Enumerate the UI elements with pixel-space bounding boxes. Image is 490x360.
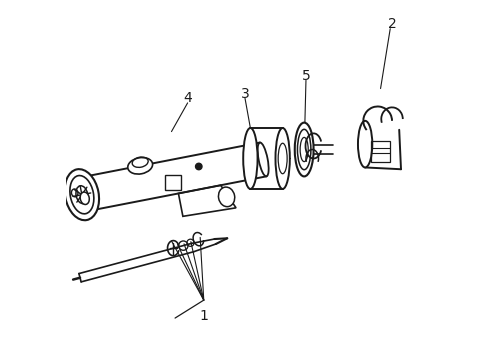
Text: 5: 5 [301,69,310,83]
Text: 4: 4 [183,90,192,104]
Ellipse shape [275,128,290,189]
Ellipse shape [358,121,372,167]
Ellipse shape [65,169,99,220]
Ellipse shape [219,187,235,207]
Text: 3: 3 [241,87,249,101]
Text: 2: 2 [388,17,396,31]
Ellipse shape [243,128,258,189]
Ellipse shape [128,158,152,174]
Circle shape [196,163,202,170]
Ellipse shape [295,123,314,176]
Ellipse shape [80,192,89,204]
Polygon shape [178,185,236,216]
Text: 1: 1 [199,309,208,323]
